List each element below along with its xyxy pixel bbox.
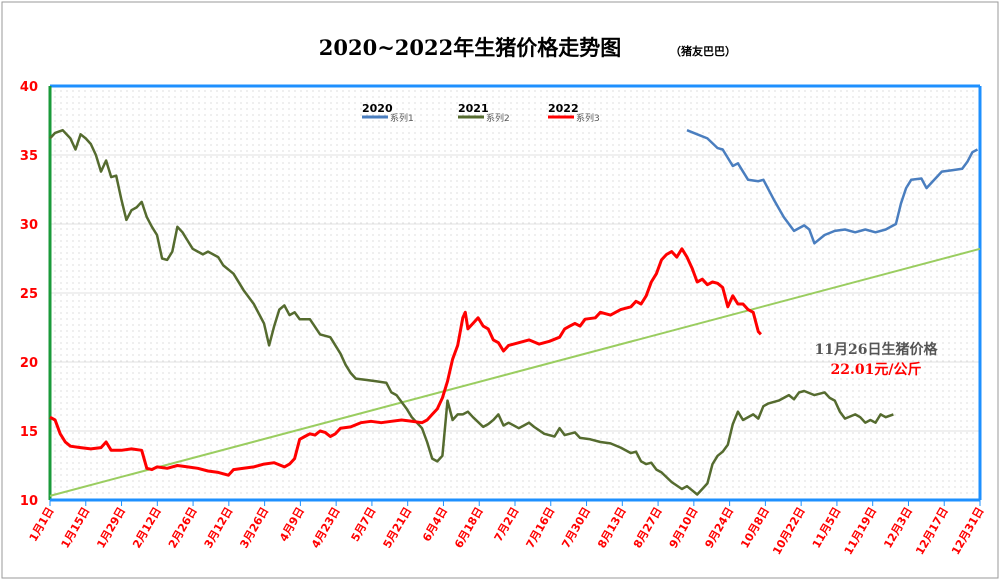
annotation-date: 11月26日生猪价格 xyxy=(815,341,939,358)
legend-year: 2021 xyxy=(458,102,489,115)
series-line-2 xyxy=(49,128,894,496)
y-tick-label: 40 xyxy=(20,80,38,95)
legend-label: 系列3 xyxy=(576,112,600,124)
legend-year: 2022 xyxy=(548,102,579,115)
legend-year: 2020 xyxy=(362,102,393,115)
y-tick-label: 20 xyxy=(20,356,38,371)
gridlines xyxy=(50,154,980,432)
y-tick-label: 30 xyxy=(20,218,38,233)
legend-label: 系列1 xyxy=(390,112,414,124)
chart-title-note: （猪友巴巴） xyxy=(670,44,736,58)
annotation-price: 22.01元/公斤 xyxy=(831,361,922,378)
y-tick-label: 15 xyxy=(20,425,38,440)
series-lines xyxy=(49,128,979,496)
y-tick-label: 10 xyxy=(20,494,38,509)
chart-title: 2020~2022年生猪价格走势图 xyxy=(319,35,622,60)
series-line-1 xyxy=(686,129,979,245)
y-tick-label: 35 xyxy=(20,149,38,164)
series-line-3 xyxy=(49,247,762,477)
y-tick-label: 25 xyxy=(20,287,38,302)
trendline xyxy=(49,247,981,497)
trendline-line xyxy=(49,247,981,497)
y-axis-ticks: 10 15 20 25 30 35 40 xyxy=(20,80,38,509)
legend-label: 系列2 xyxy=(486,112,510,124)
